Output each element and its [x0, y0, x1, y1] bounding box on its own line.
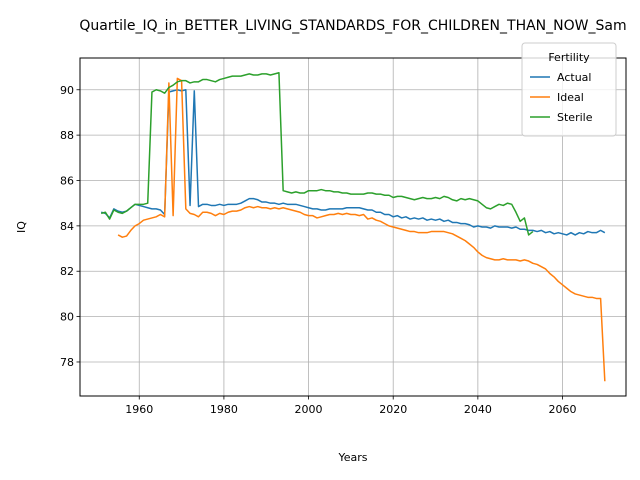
series-lines	[100, 71, 606, 382]
x-tick-label: 2040	[464, 403, 492, 416]
y-tick-label: 88	[60, 129, 74, 142]
legend-box	[521, 42, 617, 137]
legend-label-actual: Actual	[557, 71, 591, 84]
legend: Fertility Actual Ideal Sterile	[521, 42, 617, 137]
y-tick-label: 82	[60, 265, 74, 278]
x-axis: 1960 1980 2000 2020 2040 2060	[125, 396, 577, 416]
series-line-sterile	[100, 71, 534, 236]
legend-title: Fertility	[548, 51, 590, 64]
y-tick-label: 90	[60, 84, 74, 97]
y-axis: 78 80 82 84 86 88 90	[60, 84, 80, 369]
x-tick-label: 1960	[125, 403, 153, 416]
x-tick-label: 1980	[210, 403, 238, 416]
y-tick-label: 80	[60, 311, 74, 324]
y-axis-label: IQ	[15, 221, 28, 233]
chart-title: Quartile_IQ_in_BETTER_LIVING_STANDARDS_F…	[79, 18, 626, 34]
y-tick-label: 86	[60, 174, 74, 187]
series-line-ideal	[117, 77, 606, 382]
y-tick-label: 84	[60, 220, 74, 233]
x-axis-label: Years	[337, 451, 367, 464]
plot-frame	[79, 57, 627, 397]
x-tick-label: 2060	[549, 403, 577, 416]
legend-label-ideal: Ideal	[557, 91, 584, 104]
x-tick-label: 2000	[295, 403, 323, 416]
legend-label-sterile: Sterile	[557, 111, 593, 124]
series-line-actual	[100, 89, 606, 236]
y-tick-label: 78	[60, 356, 74, 369]
legend-entries: Actual Ideal Sterile	[530, 71, 593, 124]
x-tick-label: 2020	[379, 403, 407, 416]
